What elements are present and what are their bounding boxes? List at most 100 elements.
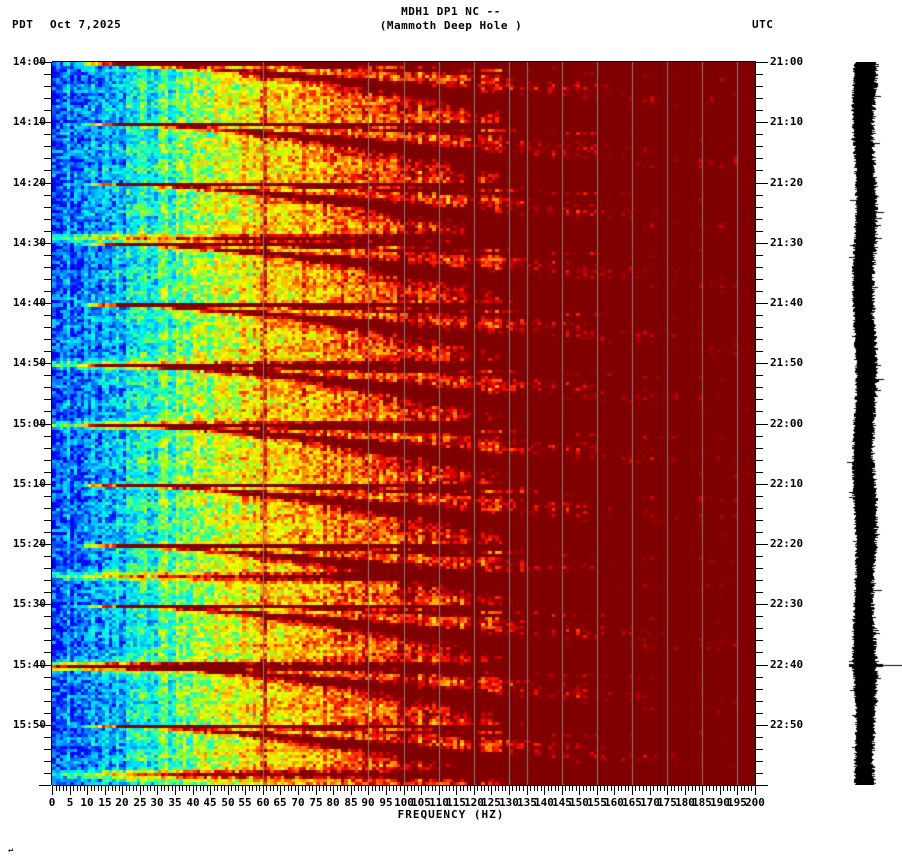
time-tick-minor-right (756, 219, 763, 220)
freq-tick-major (544, 786, 545, 795)
freq-tick-minor (365, 786, 366, 791)
time-tick-minor-right (756, 580, 763, 581)
freq-label: 85 (344, 796, 358, 809)
freq-tick-major (509, 786, 510, 795)
freq-tick-minor (428, 786, 429, 791)
freq-tick-major (122, 786, 123, 795)
freq-tick-major (193, 786, 194, 795)
time-tick-minor-right (756, 351, 763, 352)
time-tick-minor-left (44, 339, 51, 340)
freq-tick-minor (382, 786, 383, 791)
time-tick-minor-right (756, 701, 763, 702)
freq-tick-minor (671, 786, 672, 791)
freq-tick-minor (235, 786, 236, 791)
freq-label: 155 (587, 796, 607, 809)
freq-tick-minor (84, 786, 85, 791)
time-tick-minor-right (756, 496, 763, 497)
freq-tick-minor (179, 786, 180, 791)
time-tick-minor-left (44, 170, 51, 171)
freq-tick-major (228, 786, 229, 795)
time-tick-minor-right (756, 339, 763, 340)
freq-label: 120 (464, 796, 484, 809)
time-tick-minor-left (44, 351, 51, 352)
freq-tick-minor (477, 786, 478, 791)
freq-tick-minor (653, 786, 654, 791)
time-tick-major-left (39, 665, 51, 666)
freq-tick-minor (635, 786, 636, 791)
time-tick-major-left (39, 62, 51, 63)
freq-tick-minor (252, 786, 253, 791)
axis-left-line (51, 62, 52, 785)
time-tick-minor-right (756, 231, 763, 232)
freq-tick-major (404, 786, 405, 795)
time-tick-minor-left (44, 580, 51, 581)
freq-tick-major (105, 786, 106, 795)
freq-tick-major (280, 786, 281, 795)
time-tick-major-left (39, 785, 51, 786)
freq-tick-minor (730, 786, 731, 791)
time-tick-minor-left (44, 279, 51, 280)
time-tick-minor-right (756, 520, 763, 521)
time-tick-minor-left (44, 267, 51, 268)
time-tick-major-left (39, 183, 51, 184)
freq-tick-minor (59, 786, 60, 791)
freq-tick-minor (442, 786, 443, 791)
freq-tick-minor (277, 786, 278, 791)
time-tick-minor-right (756, 291, 763, 292)
time-label-local: 15:30 (12, 597, 46, 610)
time-tick-minor-right (756, 158, 763, 159)
time-tick-minor-left (44, 291, 51, 292)
time-tick-minor-left (44, 110, 51, 111)
time-tick-minor-left (44, 207, 51, 208)
time-label-local: 14:20 (12, 176, 46, 189)
freq-tick-major (298, 786, 299, 795)
time-tick-minor-left (44, 219, 51, 220)
station-title-line1: MDH1 DP1 NC -- (401, 5, 501, 18)
freq-tick-minor (713, 786, 714, 791)
freq-tick-minor (196, 786, 197, 791)
freq-tick-minor (453, 786, 454, 791)
time-tick-minor-right (756, 327, 763, 328)
time-tick-minor-left (44, 616, 51, 617)
freq-label: 135 (517, 796, 537, 809)
time-label-local: 14:40 (12, 296, 46, 309)
freq-tick-minor (744, 786, 745, 791)
freq-label: 145 (552, 796, 572, 809)
freq-tick-minor (344, 786, 345, 791)
freq-tick-minor (741, 786, 742, 791)
freq-label: 15 (98, 796, 112, 809)
time-tick-major-right (756, 544, 768, 545)
freq-tick-minor (432, 786, 433, 791)
time-label-utc: 22:20 (770, 537, 804, 550)
freq-tick-minor (498, 786, 499, 791)
freq-tick-major (527, 786, 528, 795)
freq-tick-major (351, 786, 352, 795)
time-tick-minor-right (756, 628, 763, 629)
time-tick-minor-left (44, 701, 51, 702)
time-tick-major-right (756, 122, 768, 123)
freq-tick-minor (207, 786, 208, 791)
time-label-local: 14:30 (12, 236, 46, 249)
freq-tick-minor (565, 786, 566, 791)
freq-tick-major (316, 786, 317, 795)
freq-label: 150 (569, 796, 589, 809)
freq-tick-minor (674, 786, 675, 791)
freq-tick-minor (558, 786, 559, 791)
time-tick-major-right (756, 604, 768, 605)
date-label: Oct 7,2025 (50, 18, 122, 31)
time-tick-major-left (39, 122, 51, 123)
freq-label: 160 (604, 796, 624, 809)
axis-right-line (755, 62, 756, 785)
time-tick-minor-right (756, 267, 763, 268)
freq-tick-minor (593, 786, 594, 791)
freq-tick-minor (354, 786, 355, 791)
freq-tick-minor (126, 786, 127, 791)
freq-tick-minor (361, 786, 362, 791)
freq-tick-minor (555, 786, 556, 791)
freq-tick-minor (249, 786, 250, 791)
freq-tick-major (720, 786, 721, 795)
freq-label: 100 (394, 796, 414, 809)
freq-tick-major (685, 786, 686, 795)
freq-tick-minor (411, 786, 412, 791)
freq-tick-major (70, 786, 71, 795)
